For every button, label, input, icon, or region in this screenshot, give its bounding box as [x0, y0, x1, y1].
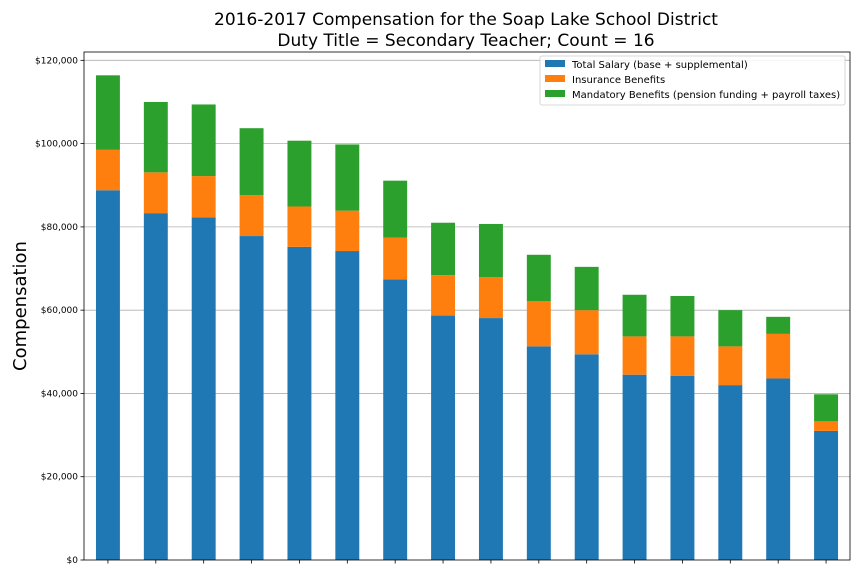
bar-13-series-1	[670, 375, 695, 560]
bar-2-series-2	[143, 172, 168, 214]
bar-9-series-1	[478, 318, 503, 560]
bar-10-series-1	[526, 346, 551, 560]
bar-9-series-2	[478, 277, 503, 319]
bar-11-series-3	[574, 266, 599, 311]
y-tick-label: $120,000	[35, 56, 78, 66]
bar-8-series-1	[431, 315, 456, 560]
x-axis	[107, 560, 827, 564]
y-tick-label: $80,000	[41, 223, 78, 233]
bar-6-series-2	[335, 210, 360, 252]
bar-14-series-3	[718, 310, 743, 347]
legend-swatch-2	[545, 75, 565, 82]
bar-13-series-2	[670, 336, 695, 376]
y-axis: $0 $20,000 $40,000 $60,000 $80,000 $100,000 $1…	[35, 56, 84, 566]
y-tick-label: $0	[67, 556, 79, 566]
y-tick-label: $60,000	[41, 306, 78, 316]
bar-11-series-1	[574, 354, 599, 560]
chart-title-line-2: Duty Title = Secondary Teacher; Count = …	[277, 31, 654, 51]
bar-2-series-3	[143, 101, 168, 173]
legend-label-2: Insurance Benefits	[572, 75, 665, 86]
bar-12-series-2	[622, 336, 647, 375]
bar-1-series-1	[95, 190, 120, 561]
plot-frame	[83, 51, 851, 561]
y-tick-label: $100,000	[35, 140, 78, 150]
bar-8-series-3	[431, 222, 456, 276]
bar-5-series-1	[287, 246, 312, 560]
chart-title: 2016-2017 Compensation for the Soap Lake…	[214, 10, 718, 51]
bar-5-series-2	[287, 206, 312, 247]
legend: Total Salary (base + supplemental) Insura…	[539, 55, 846, 106]
bar-11-series-2	[574, 310, 599, 355]
bar-12-series-1	[622, 374, 647, 560]
bar-6-series-3	[335, 144, 360, 211]
legend-box	[539, 55, 846, 106]
y-tick-label: $20,000	[41, 473, 78, 483]
bar-13-series-3	[670, 296, 695, 337]
bar-16-series-3	[814, 394, 839, 422]
bar-10-series-2	[526, 301, 551, 347]
y-axis-label: Compensation	[10, 241, 31, 371]
bar-4-series-2	[239, 195, 264, 237]
y-tick-label: $40,000	[41, 389, 78, 399]
bar-14-series-2	[718, 346, 743, 386]
bar-7-series-1	[383, 279, 408, 560]
bar-7-series-3	[383, 180, 408, 238]
bar-6-series-1	[335, 251, 360, 560]
bar-16-series-1	[814, 430, 839, 560]
bar-5-series-3	[287, 140, 312, 207]
bar-14-series-1	[718, 385, 743, 560]
bar-7-series-2	[383, 237, 408, 280]
bar-8-series-2	[431, 275, 456, 316]
bar-4-series-3	[239, 128, 264, 196]
bar-3-series-3	[191, 104, 216, 177]
legend-swatch-1	[545, 60, 565, 67]
bar-2-series-1	[143, 213, 168, 560]
bars	[95, 75, 839, 561]
bar-9-series-3	[478, 223, 503, 278]
chart-title-line-1: 2016-2017 Compensation for the Soap Lake…	[214, 10, 718, 30]
legend-label-3: Mandatory Benefits (pension funding + pa…	[572, 90, 840, 101]
bar-4-series-1	[239, 236, 264, 560]
legend-swatch-3	[545, 90, 565, 97]
bar-15-series-1	[766, 378, 791, 560]
bar-15-series-3	[766, 316, 791, 334]
bar-15-series-2	[766, 333, 791, 379]
bar-3-series-1	[191, 217, 216, 560]
bar-10-series-3	[526, 254, 551, 302]
legend-label-1: Total Salary (base + supplemental)	[571, 60, 748, 71]
bar-12-series-3	[622, 294, 647, 337]
bar-16-series-2	[814, 421, 839, 431]
bar-3-series-2	[191, 176, 216, 218]
bar-1-series-2	[95, 149, 120, 191]
bar-1-series-3	[95, 75, 120, 150]
